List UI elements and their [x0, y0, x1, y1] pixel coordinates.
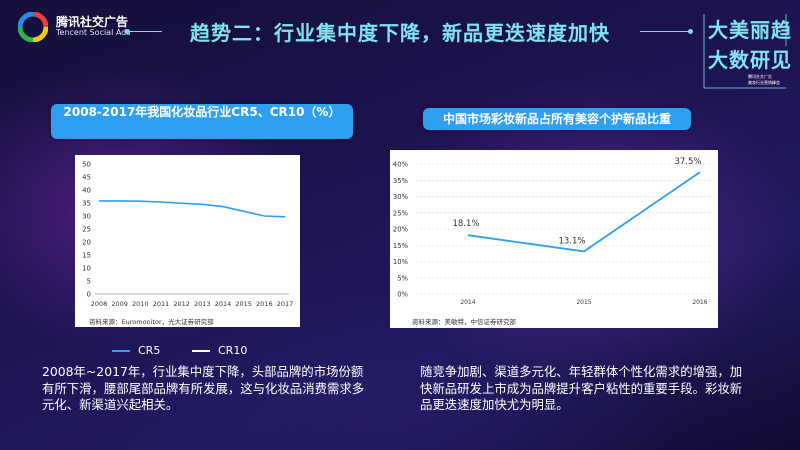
badge-line-3: 腾讯社交广告 [748, 74, 772, 79]
right-line-chart: 0% 5% 10% 15% 20% 25% 30% 35% 40% 2014 2015 2016 18.… [393, 157, 710, 306]
series-line-cr10 [98, 173, 286, 190]
x-tick-label: 2013 [194, 300, 211, 308]
x-tick-label: 2015 [576, 299, 591, 306]
x-tick-label: 2010 [132, 300, 149, 308]
title-right-line [640, 31, 690, 32]
legend-cr10-label: CR10 [218, 344, 248, 357]
y-tick-label: 25% [393, 209, 409, 217]
badge-line-1: 大美丽趋 [708, 18, 792, 42]
y-tick-label: 10 [82, 265, 91, 273]
y-tick-label: 30% [393, 193, 409, 201]
legend-cr5-label: CR5 [138, 344, 161, 357]
badge-line-2: 大数研见 [708, 48, 792, 72]
y-tick-label: 15 [82, 252, 91, 260]
left-chart-source: 资料来源：Euromonitor，光大证券研究部 [89, 318, 214, 326]
legend-cr10-swatch [192, 349, 210, 352]
brand-name-cn: 腾讯社交广告 [56, 15, 129, 29]
legend-cr5: CR5 [112, 344, 160, 357]
y-tick-label: 25 [82, 226, 91, 234]
y-tick-label: 30 [82, 213, 91, 221]
y-tick-label: 5% [397, 274, 408, 282]
y-tick-label: 0 [87, 291, 91, 299]
x-tick-label: 2008 [91, 300, 108, 308]
y-tick-label: 40 [82, 187, 91, 195]
page-title: 趋势二：行业集中度下降，新品更迭速度加快 [190, 21, 610, 45]
y-tick-label: 50 [82, 161, 91, 169]
x-tick-label: 2011 [153, 300, 170, 308]
title-left-line [128, 31, 162, 32]
x-tick-label: 2017 [277, 300, 294, 308]
right-chart-source: 资料来源：美敏特，中信证券研究部 [412, 318, 516, 326]
right-chart-panel [390, 150, 718, 328]
left-description: 2008年~2017年，行业集中度下降，头部品牌的市场份额有所下滑，腰部尾部品牌… [42, 364, 365, 412]
y-tick-label: 15% [393, 242, 409, 250]
series-line-share [467, 171, 701, 253]
y-tick-label: 35 [82, 200, 91, 208]
y-tick-label: 35% [393, 177, 409, 185]
data-label: 18.1% [452, 219, 479, 229]
x-tick-label: 2014 [215, 300, 232, 308]
y-tick-label: 40% [393, 161, 409, 169]
right-chart-title: 中国市场彩妆新品占所有美容个护新品比重 [423, 108, 691, 130]
left-line-chart: 0 5 10 15 20 25 30 35 40 45 50 2008 2009 2010 2011 2012… [82, 161, 294, 309]
y-tick-label: 20 [82, 239, 91, 247]
data-label: 13.1% [558, 236, 585, 246]
y-tick-label: 20% [393, 226, 409, 234]
legend-cr10: CR10 [192, 344, 247, 357]
y-tick-label: 10% [393, 258, 409, 266]
x-tick-label: 2016 [692, 299, 707, 306]
x-tick-label: 2016 [256, 300, 273, 308]
x-tick-label: 2015 [235, 300, 252, 308]
y-tick-label: 0% [397, 291, 408, 299]
left-chart-title: 2008-2017年我国化妆品行业CR5、CR10（%） [51, 104, 353, 139]
x-tick-label: 2014 [460, 299, 475, 306]
title-right-dot [688, 29, 693, 34]
event-badge-frame [703, 14, 787, 89]
badge-line-4: 美妆行业营销峰会 [748, 80, 780, 85]
data-label: 37.5% [674, 157, 701, 167]
series-line-cr5 [99, 200, 286, 218]
brand-name-en: Tencent Social Ads [56, 28, 131, 37]
y-tick-label: 5 [87, 278, 91, 286]
legend-cr5-swatch [112, 349, 130, 352]
title-left-dot [125, 29, 130, 34]
y-tick-label: 45 [82, 174, 91, 182]
x-tick-label: 2009 [111, 300, 128, 308]
left-chart-panel [75, 155, 300, 327]
x-tick-label: 2012 [173, 300, 190, 308]
right-description: 随竞争加剧、渠道多元化、年轻群体个性化需求的增强，加快新品研发上市成为品牌提升客… [420, 364, 743, 412]
tencent-logo-icon [18, 12, 48, 42]
